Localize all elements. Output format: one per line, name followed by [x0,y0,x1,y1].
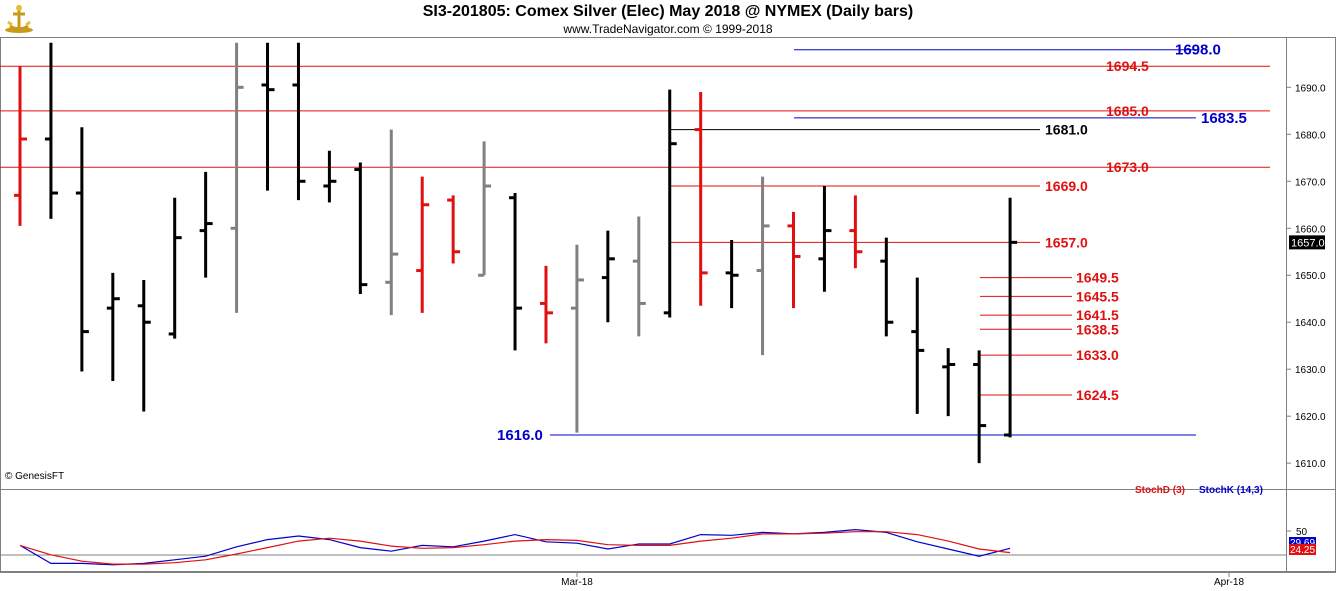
stochastic-panel-frame [0,489,1336,572]
price-axis-label: 1670.0 [1295,177,1326,188]
level-label: 1681.0 [1045,122,1088,138]
time-axis-label: Apr-18 [1214,577,1244,588]
support-resistance-levels: 1698.0 1694.5 1685.0 1683.5 1681.0 1673.0 1669… [0,42,1270,444]
stoch-k-last-label: 29.69 [1290,538,1315,549]
stoch-legend-label: StochK (14,3) [1199,485,1263,496]
stoch-k-last-box [1289,537,1316,548]
price-axis-label: 1620.0 [1295,412,1326,423]
level-label: 1641.5 [1076,307,1119,323]
stoch-legend-label: StochD (3) [1135,485,1185,496]
stoch-line [19,531,1011,565]
level-label: 1669.0 [1045,178,1088,194]
copyright-text: © GenesisFT [5,471,64,482]
price-axis-label: 1610.0 [1295,459,1326,470]
level-label: 1657.0 [1045,234,1088,250]
level-label: 1645.5 [1076,288,1119,304]
stoch-line [19,528,1011,566]
chart-header: SI3-201805: Comex Silver (Elec) May 2018… [0,0,1336,37]
level-label: 1683.5 [1201,110,1247,127]
level-label: 1685.0 [1106,103,1149,119]
price-axis: 1610.0 1620.0 1630.0 1640.0 1650.0 1660.0 1670… [1286,83,1326,470]
price-axis-label: 1630.0 [1295,365,1326,376]
price-axis-label: 1680.0 [1295,130,1326,141]
level-label: 1649.5 [1076,270,1119,286]
last-price-label: 1657.0 [1291,237,1325,249]
price-axis-label: 1660.0 [1295,224,1326,235]
chart-subtitle: www.TradeNavigator.com © 1999-2018 [563,22,773,36]
level-label: 1673.0 [1106,159,1149,175]
level-label: 1638.5 [1076,321,1119,337]
time-axis: Mar-18 Apr-18 [561,572,1244,588]
stoch-d-last-box [1289,544,1316,555]
last-price-box [1289,235,1325,250]
price-bars [14,42,1018,464]
stoch-d-last-label: 24.25 [1290,545,1315,556]
price-axis-label: 1690.0 [1295,83,1326,94]
price-axis-label: 1650.0 [1295,271,1326,282]
level-label: 1698.0 [1175,42,1221,59]
chart-title: SI3-201805: Comex Silver (Elec) May 2018… [422,3,914,20]
navigator-logo-icon [5,5,33,33]
time-axis-label: Mar-18 [561,577,593,588]
stoch-axis-label: 50 [1296,527,1308,538]
level-label: 1633.0 [1076,347,1119,363]
level-label: 1694.5 [1106,58,1149,74]
level-label: 1624.5 [1076,387,1119,403]
price-axis-label: 1640.0 [1295,318,1326,329]
level-label: 1616.0 [497,427,543,444]
